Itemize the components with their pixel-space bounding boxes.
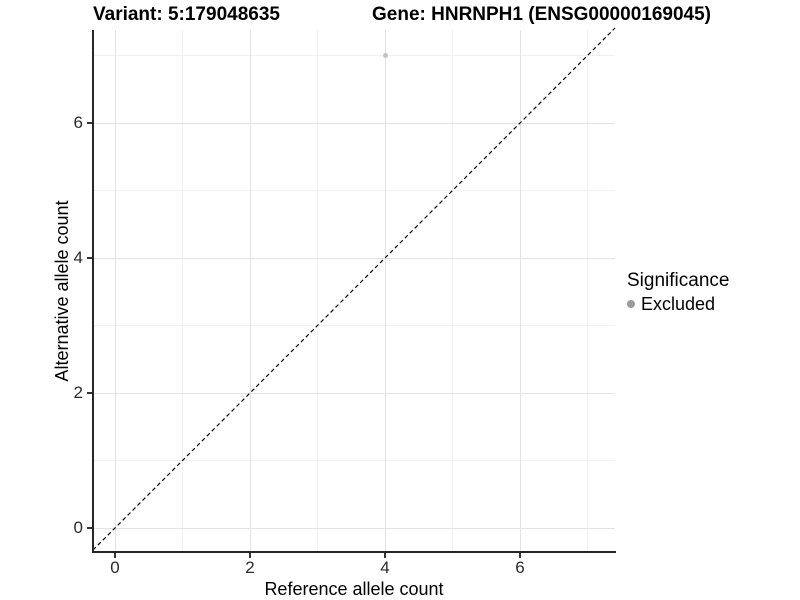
y-gridline-major xyxy=(93,257,615,259)
x-gridline-major xyxy=(519,30,521,552)
data-point xyxy=(382,53,388,58)
x-tick-mark xyxy=(249,553,251,558)
x-tick-mark xyxy=(384,553,386,558)
x-tick-mark xyxy=(114,553,116,558)
y-tick-label: 2 xyxy=(73,383,83,402)
plot-panel xyxy=(92,27,616,552)
legend-point-icon xyxy=(627,300,635,308)
y-tick-mark xyxy=(87,527,92,529)
legend-items: Excluded xyxy=(627,293,797,315)
y-axis-title: Alternative allele count xyxy=(52,200,72,382)
y-tick-mark xyxy=(87,392,92,394)
legend-item: Excluded xyxy=(627,293,797,315)
y-axis-line xyxy=(92,30,94,553)
variant-title: Variant: 5:179048635 xyxy=(93,4,280,25)
x-tick-mark xyxy=(519,553,521,558)
x-axis-line xyxy=(92,551,616,553)
legend-item-label: Excluded xyxy=(641,294,716,314)
y-tick-label: 6 xyxy=(73,113,83,132)
x-tick-label: 0 xyxy=(110,558,120,577)
x-gridline-minor xyxy=(317,30,318,552)
y-gridline-major xyxy=(93,527,615,529)
y-tick-label: 0 xyxy=(73,518,83,537)
x-gridline-major xyxy=(114,30,116,552)
y-tick-label: 4 xyxy=(73,248,83,267)
legend-title: Significance xyxy=(627,270,730,291)
y-tick-mark xyxy=(87,122,92,124)
y-gridline-minor xyxy=(93,55,615,56)
identity-reference-line xyxy=(92,27,616,551)
legend: Significance Excluded xyxy=(627,270,797,315)
y-tick-mark xyxy=(87,257,92,259)
x-gridline-major xyxy=(249,30,251,552)
y-gridline-minor xyxy=(93,190,615,191)
x-tick-label: 4 xyxy=(380,558,390,577)
y-gridline-major xyxy=(93,122,615,124)
x-gridline-major xyxy=(384,30,386,552)
x-axis-title: Reference allele count xyxy=(264,579,444,599)
gene-title: Gene: HNRNPH1 (ENSG00000169045) xyxy=(372,4,711,25)
x-tick-label: 2 xyxy=(245,558,255,577)
x-tick-label: 6 xyxy=(515,558,525,577)
y-gridline-minor xyxy=(93,460,615,461)
y-gridline-minor xyxy=(93,325,615,326)
x-gridline-minor xyxy=(587,30,588,552)
x-gridline-minor xyxy=(182,30,183,552)
x-gridline-minor xyxy=(452,30,453,552)
y-gridline-major xyxy=(93,392,615,394)
